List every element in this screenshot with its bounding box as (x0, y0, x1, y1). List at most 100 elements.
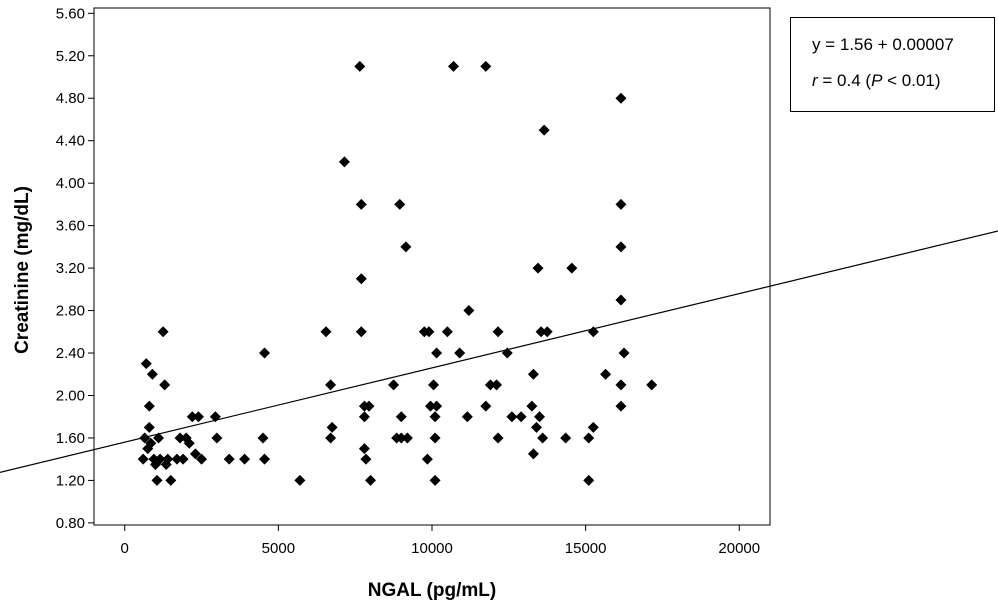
data-point (189, 448, 201, 460)
data-point (461, 411, 473, 423)
data-point (538, 124, 550, 136)
data-point (501, 347, 513, 359)
data-point (139, 432, 151, 444)
data-point (535, 326, 547, 338)
data-point (355, 273, 367, 285)
x-tick-label: 20000 (718, 540, 760, 557)
data-point (587, 326, 599, 338)
data-point (431, 347, 443, 359)
data-point (159, 379, 171, 391)
data-point (294, 474, 306, 486)
data-point (325, 432, 337, 444)
data-point (239, 453, 251, 465)
data-point (325, 379, 337, 391)
data-point (209, 411, 221, 423)
x-tick-label: 10000 (411, 540, 453, 557)
data-point (355, 198, 367, 210)
data-point (363, 400, 375, 412)
data-point (583, 474, 595, 486)
data-point (429, 474, 441, 486)
y-tick-label: 5.20 (56, 48, 85, 65)
data-point (157, 326, 169, 338)
data-point (400, 241, 412, 253)
data-point (360, 453, 372, 465)
data-point (358, 443, 370, 455)
data-point (186, 411, 198, 423)
data-point (211, 432, 223, 444)
data-point (177, 453, 189, 465)
data-point (615, 198, 627, 210)
data-point (491, 379, 503, 391)
data-point (354, 60, 366, 72)
data-point (259, 347, 271, 359)
data-point (583, 432, 595, 444)
fit-line-group (0, 230, 998, 473)
data-point (506, 411, 518, 423)
data-point (600, 368, 612, 380)
data-point (480, 400, 492, 412)
data-points (137, 60, 658, 486)
data-point (326, 421, 338, 433)
y-tick-label: 4.80 (56, 90, 85, 107)
data-point (428, 379, 440, 391)
data-point (421, 453, 433, 465)
data-point (527, 448, 539, 460)
data-point (320, 326, 332, 338)
data-point (143, 421, 155, 433)
data-point (492, 326, 504, 338)
y-tick-label: 5.60 (56, 5, 85, 22)
data-point (615, 379, 627, 391)
data-point (183, 437, 195, 449)
data-point (259, 453, 271, 465)
data-point (429, 432, 441, 444)
data-point (480, 60, 492, 72)
y-tick-label: 4.00 (56, 175, 85, 192)
data-point (174, 432, 186, 444)
data-point (454, 347, 466, 359)
data-point (358, 411, 370, 423)
y-axis-label: Creatinine (mg/dL) (12, 186, 33, 354)
x-axis-label: NGAL (pg/mL) (368, 580, 496, 601)
data-point (137, 453, 149, 465)
data-point (618, 347, 630, 359)
data-point (145, 437, 157, 449)
data-point (196, 453, 208, 465)
y-tick-label: 2.00 (56, 387, 85, 404)
data-point (615, 400, 627, 412)
data-point (463, 305, 475, 317)
data-point (171, 453, 183, 465)
data-point (151, 474, 163, 486)
data-point (395, 432, 407, 444)
y-tick-label: 0.80 (56, 515, 85, 532)
data-point (192, 411, 204, 423)
data-point (615, 294, 627, 306)
data-point (527, 368, 539, 380)
data-point (424, 400, 436, 412)
data-point (140, 358, 152, 370)
y-tick-label: 1.20 (56, 472, 85, 489)
data-point (401, 432, 413, 444)
data-point (355, 326, 367, 338)
y-tick-label: 4.40 (56, 133, 85, 150)
data-point (146, 368, 158, 380)
data-point (515, 411, 527, 423)
data-point (646, 379, 658, 391)
data-point (537, 432, 549, 444)
data-point (338, 156, 350, 168)
x-tick-label: 15000 (565, 540, 607, 557)
data-point (566, 262, 578, 274)
data-point (534, 411, 546, 423)
fit-correlation: r = 0.4 (P < 0.01) (812, 71, 941, 91)
data-point (153, 432, 165, 444)
y-tick-label: 3.60 (56, 218, 85, 235)
data-point (165, 474, 177, 486)
data-point (530, 421, 542, 433)
data-point (484, 379, 496, 391)
data-point (448, 60, 460, 72)
fit-annotation-box: y = 1.56 + 0.00007 r = 0.4 (P < 0.01) (790, 17, 995, 112)
data-point (615, 241, 627, 253)
data-point (257, 432, 269, 444)
y-tick-label: 2.80 (56, 303, 85, 320)
chart-axes: 0.80 1.20 1.60 2.00 2.40 2.80 3.20 3.60 4.00 4.40… (56, 5, 771, 557)
data-point (492, 432, 504, 444)
